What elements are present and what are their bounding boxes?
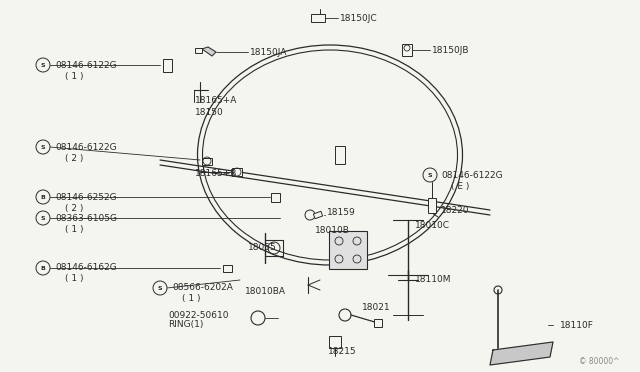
Text: 18150JC: 18150JC <box>340 13 378 22</box>
Text: B: B <box>40 266 45 270</box>
Text: 18220: 18220 <box>441 205 470 215</box>
Text: 18150JA: 18150JA <box>250 48 287 57</box>
Text: 18215: 18215 <box>328 347 356 356</box>
Circle shape <box>36 190 50 204</box>
FancyBboxPatch shape <box>329 231 367 269</box>
Text: 18055: 18055 <box>248 244 276 253</box>
Text: S: S <box>428 173 432 177</box>
Text: S: S <box>157 285 163 291</box>
Text: 18010B: 18010B <box>315 225 350 234</box>
Text: ( 1 ): ( 1 ) <box>65 224 83 234</box>
Text: 18010C: 18010C <box>415 221 450 230</box>
Text: 08146-6122G: 08146-6122G <box>441 170 502 180</box>
Bar <box>163 58 172 71</box>
Text: S: S <box>41 144 45 150</box>
Text: 08363-6105G: 08363-6105G <box>55 214 117 222</box>
Text: 18021: 18021 <box>362 304 390 312</box>
Text: 18159: 18159 <box>327 208 356 217</box>
Circle shape <box>36 58 50 72</box>
Circle shape <box>36 211 50 225</box>
Text: B: B <box>40 195 45 199</box>
Text: 08146-6252G: 08146-6252G <box>55 192 116 202</box>
Circle shape <box>36 261 50 275</box>
Text: RING(1): RING(1) <box>168 321 204 330</box>
Text: S: S <box>41 215 45 221</box>
Bar <box>232 168 242 176</box>
Bar <box>195 48 202 52</box>
Circle shape <box>423 168 437 182</box>
Circle shape <box>153 281 167 295</box>
Bar <box>202 157 212 164</box>
Bar <box>311 14 325 22</box>
Polygon shape <box>202 47 216 56</box>
Polygon shape <box>490 342 553 365</box>
Text: 18165+A: 18165+A <box>195 96 237 105</box>
Bar <box>223 264 232 272</box>
Text: 00922-50610: 00922-50610 <box>168 311 228 320</box>
Text: 18150JB: 18150JB <box>432 45 470 55</box>
Bar <box>428 198 436 212</box>
Text: ( 1 ): ( 1 ) <box>182 295 200 304</box>
Text: ( 2 ): ( 2 ) <box>65 203 83 212</box>
Text: S: S <box>41 62 45 67</box>
Text: 18150: 18150 <box>195 108 224 116</box>
Bar <box>374 319 382 327</box>
Text: 08146-6162G: 08146-6162G <box>55 263 116 273</box>
Text: 08566-6202A: 08566-6202A <box>172 283 233 292</box>
Text: ( E ): ( E ) <box>451 182 469 190</box>
Bar <box>335 146 345 164</box>
Text: 08146-6122G: 08146-6122G <box>55 142 116 151</box>
Text: 18110M: 18110M <box>415 276 451 285</box>
Text: ( 2 ): ( 2 ) <box>65 154 83 163</box>
Bar <box>329 336 341 348</box>
Text: ( 1 ): ( 1 ) <box>65 275 83 283</box>
Bar <box>314 211 323 219</box>
Text: 18010BA: 18010BA <box>245 288 286 296</box>
Bar <box>402 44 412 56</box>
Text: 08146-6122G: 08146-6122G <box>55 61 116 70</box>
Text: © 80000^: © 80000^ <box>579 357 620 366</box>
Text: 18165+B: 18165+B <box>195 169 237 177</box>
Bar <box>271 192 280 202</box>
Circle shape <box>36 140 50 154</box>
Text: ( 1 ): ( 1 ) <box>65 71 83 80</box>
Text: 18110F: 18110F <box>560 321 594 330</box>
